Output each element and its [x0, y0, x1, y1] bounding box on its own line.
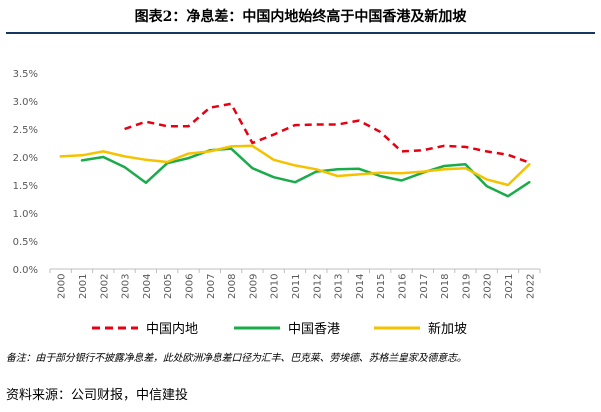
y-tick-label: 0.5% [13, 237, 38, 248]
x-tick-label: 2008 [227, 274, 238, 299]
x-tick-label: 2006 [184, 274, 195, 299]
y-tick-label: 3.5% [13, 69, 38, 80]
y-tick-label: 1.0% [13, 209, 38, 220]
x-tick-label: 2007 [206, 274, 217, 299]
x-tick-label: 2016 [398, 274, 409, 299]
chart-note: 备注：由于部分银行不披露净息差，此处欧洲净息差口径为汇丰、巴克莱、劳埃德、苏格兰… [6, 353, 467, 364]
x-tick-label: 2011 [291, 274, 302, 299]
x-tick-label: 2013 [334, 274, 345, 299]
x-tick-label: 2017 [419, 274, 430, 299]
series-line-1 [80, 147, 531, 198]
series-line-0 [124, 102, 530, 164]
x-tick-label: 2001 [78, 274, 89, 299]
x-tick-label: 2018 [440, 274, 451, 299]
y-tick-label: 0.0% [13, 265, 38, 276]
x-tick-label: 2020 [483, 274, 494, 299]
title-rule [6, 32, 595, 34]
x-tick-label: 2012 [312, 274, 323, 299]
y-tick-label: 3.0% [13, 97, 38, 108]
x-tick-label: 2009 [248, 274, 259, 299]
x-tick-label: 2022 [525, 274, 536, 299]
y-tick-label: 2.5% [13, 125, 38, 136]
series-line-2 [59, 144, 531, 187]
x-tick-label: 2010 [270, 274, 281, 299]
legend-label-1: 中国香港 [288, 322, 340, 337]
x-tick-label: 2002 [99, 274, 110, 299]
x-tick-label: 2015 [376, 274, 387, 299]
x-tick-label: 2005 [163, 274, 174, 299]
y-tick-label: 1.5% [13, 181, 38, 192]
legend-label-2: 新加坡 [428, 321, 467, 337]
x-tick-label: 2014 [355, 274, 366, 299]
chart-title: 图表2：净息差：中国内地始终高于中国香港及新加坡 [134, 9, 467, 25]
x-tick-label: 2003 [121, 274, 132, 299]
data-source: 资料来源：公司财报，中信建投 [6, 388, 189, 403]
x-tick-label: 2004 [142, 274, 153, 299]
y-tick-label: 2.0% [13, 153, 38, 164]
x-tick-label: 2021 [504, 274, 515, 299]
x-tick-label: 2019 [461, 274, 472, 299]
legend-label-0: 中国内地 [146, 321, 198, 337]
x-tick-label: 2000 [57, 274, 68, 299]
